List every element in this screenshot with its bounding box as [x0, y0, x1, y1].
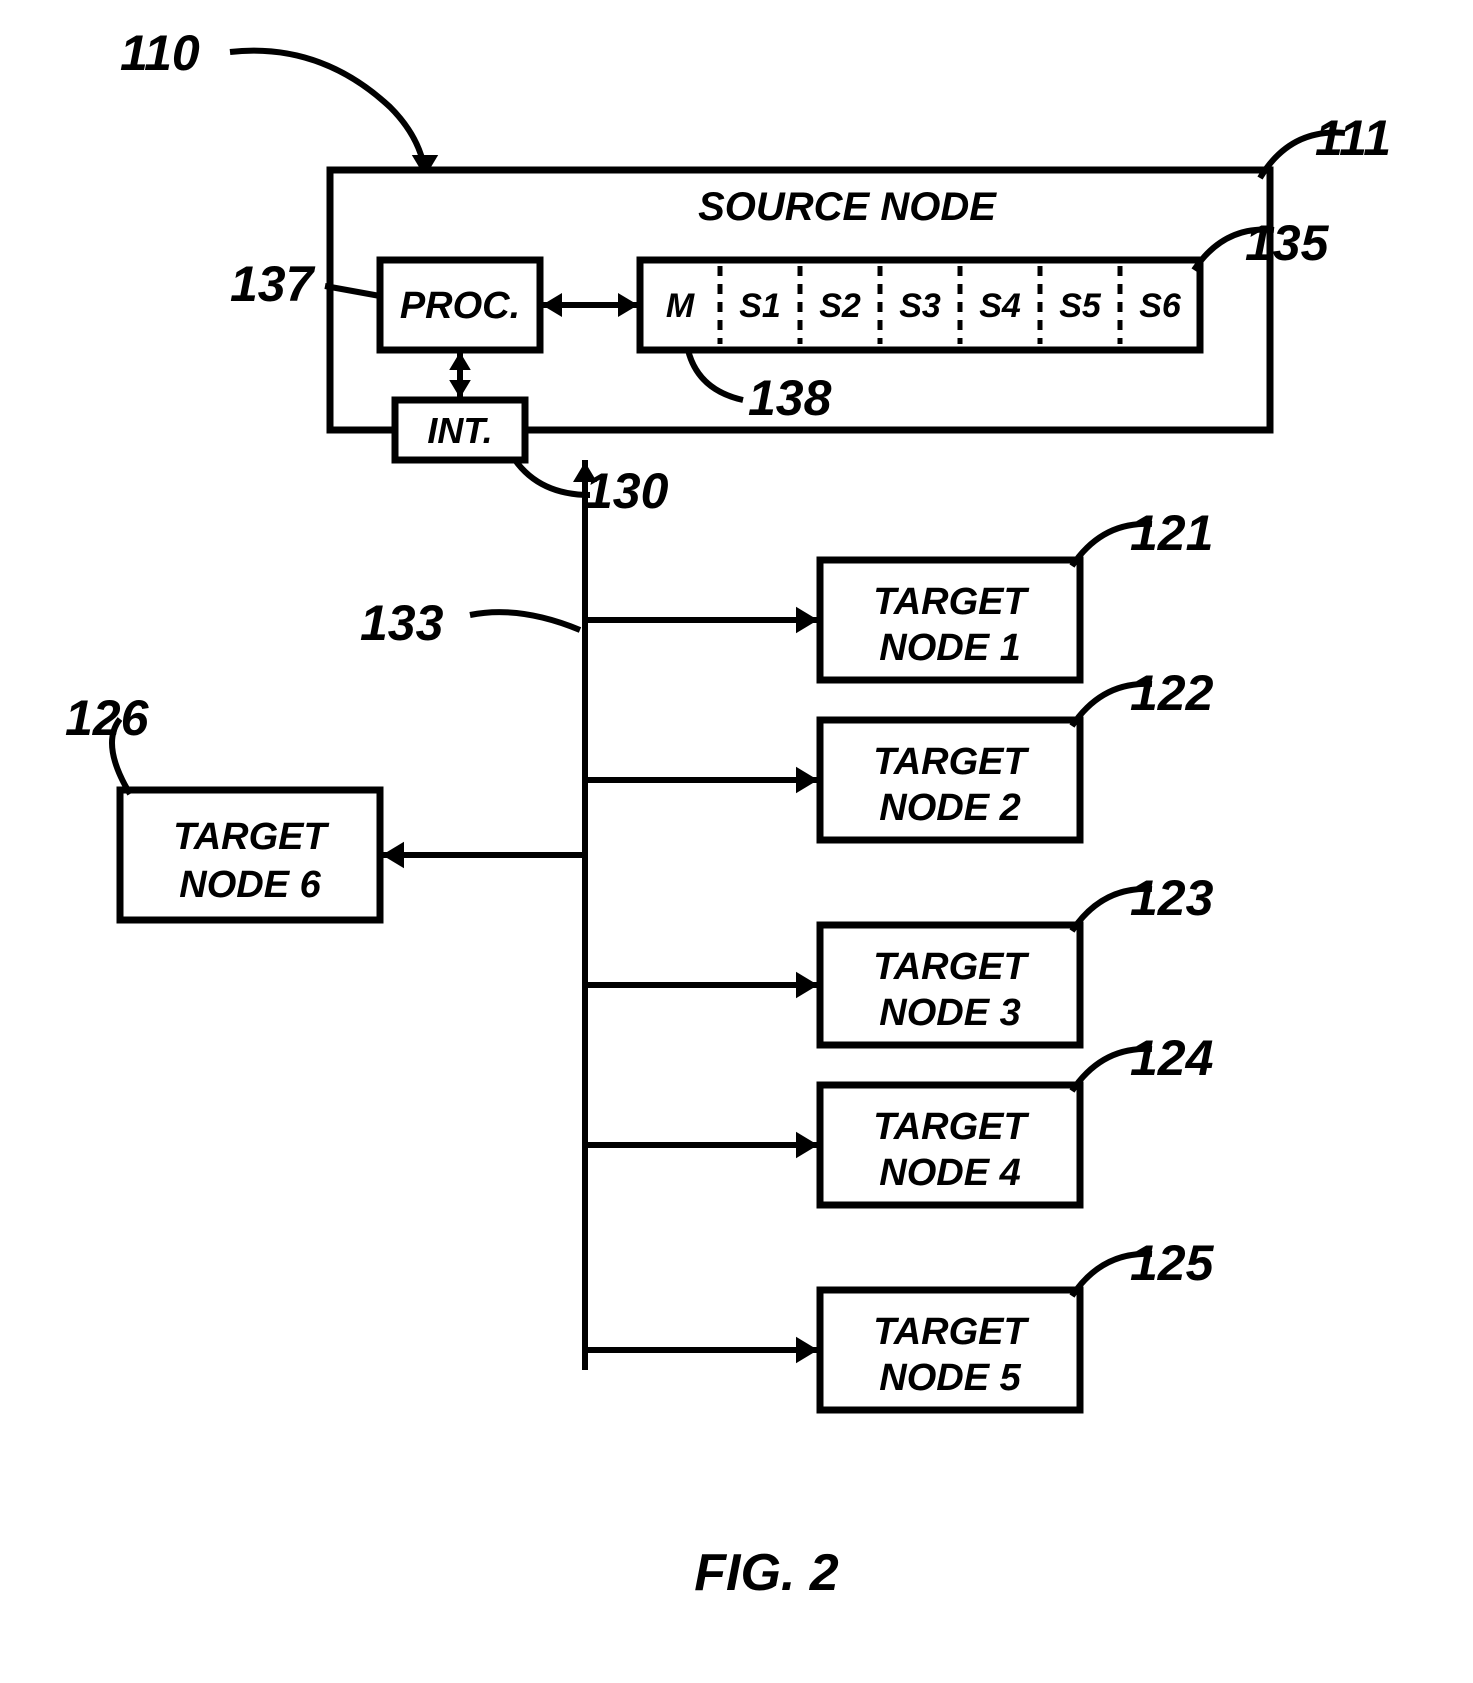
ref-121: 121 [1130, 505, 1213, 561]
ref-133: 133 [360, 595, 444, 651]
buffer-cell-S2: S2 [819, 287, 861, 325]
ref-122: 122 [1130, 665, 1214, 721]
: TARGET [873, 946, 1029, 988]
proc-label: PROC. [400, 285, 520, 327]
: NODE 1 [879, 627, 1020, 669]
diagram-canvas: 110 SOURCE NODE 111 PROC. 137 M S1 S2 S3 S4 S5 S6 13… [0, 0, 1473, 1683]
: NODE 6 [179, 864, 321, 906]
ref-125: 125 [1130, 1235, 1215, 1291]
ref-111: 111 [1315, 110, 1391, 166]
ref-135: 135 [1245, 215, 1330, 271]
: TARGET [873, 581, 1029, 623]
buffer-cell-S5: S5 [1059, 287, 1102, 325]
: NODE 5 [879, 1357, 1021, 1399]
figure-caption: FIG. 2 [694, 1544, 839, 1602]
buffer-cell-S4: S4 [979, 287, 1021, 325]
buffer-cell-S1: S1 [739, 287, 781, 325]
ref-138: 138 [748, 370, 832, 426]
ref-124: 124 [1130, 1030, 1213, 1086]
: TARGET [173, 816, 329, 858]
ref-123: 123 [1130, 870, 1214, 926]
: TARGET [873, 741, 1029, 783]
: NODE 3 [879, 992, 1020, 1034]
ref-130: 130 [585, 463, 669, 519]
: TARGET [873, 1106, 1029, 1148]
ref-126: 126 [65, 690, 150, 746]
buffer-cell-S6: S6 [1139, 287, 1182, 325]
: NODE 2 [879, 787, 1020, 829]
: TARGET [873, 1311, 1029, 1353]
source-node-title: SOURCE NODE [698, 185, 997, 229]
int-label: INT. [427, 410, 492, 451]
buffer-cell-M: M [666, 287, 695, 325]
buffer-cell-S3: S3 [899, 287, 941, 325]
ref-137: 137 [230, 256, 316, 312]
: NODE 4 [879, 1152, 1020, 1194]
figure-ref: 110 [120, 25, 200, 81]
